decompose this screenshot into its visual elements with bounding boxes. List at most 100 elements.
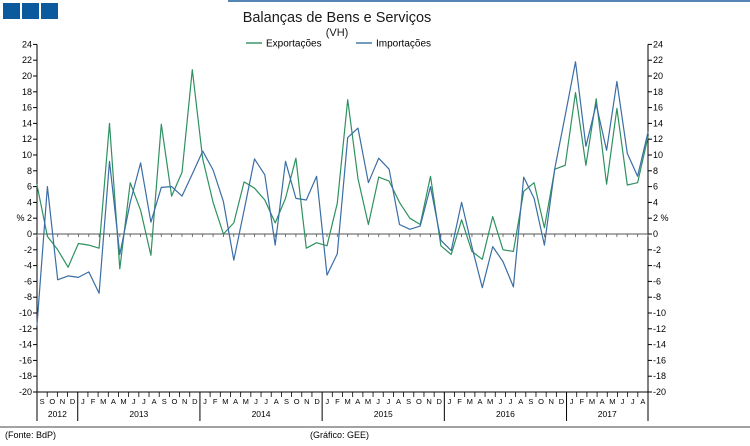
x-month-label: J xyxy=(621,397,625,406)
x-month-label: J xyxy=(325,397,329,406)
x-month-label: M xyxy=(467,397,473,406)
y-tick-label-left: 18 xyxy=(22,87,32,97)
y-tick-label-right: 2 % xyxy=(653,213,669,223)
legend-label-exportacoes: Exportações xyxy=(266,39,322,50)
y-tick-label-right: 10 xyxy=(653,150,663,160)
x-month-label: J xyxy=(203,397,207,406)
y-tick-label-left: 10 xyxy=(22,150,32,160)
x-month-label: J xyxy=(509,397,513,406)
x-month-label: J xyxy=(570,397,574,406)
x-month-label: N xyxy=(426,397,431,406)
y-tick-label-right: -18 xyxy=(653,371,666,381)
x-year-label: 2016 xyxy=(496,409,515,419)
x-month-label: D xyxy=(314,397,320,406)
x-month-label: J xyxy=(132,397,136,406)
y-tick-label-left: -14 xyxy=(19,340,32,350)
x-month-label: A xyxy=(274,397,279,406)
y-tick-label-right: 20 xyxy=(653,71,663,81)
y-tick-label-left: 4 xyxy=(27,197,32,207)
y-tick-label-right: 14 xyxy=(653,118,663,128)
x-month-label: J xyxy=(81,397,85,406)
x-month-label: J xyxy=(631,397,635,406)
x-month-label: A xyxy=(396,397,401,406)
y-tick-label-right: 8 xyxy=(653,166,658,176)
x-month-label: J xyxy=(264,397,268,406)
x-month-label: A xyxy=(600,397,605,406)
y-tick-label-left: -4 xyxy=(24,261,32,271)
x-month-label: A xyxy=(152,397,157,406)
y-tick-label-left: 8 xyxy=(27,166,32,176)
x-month-label: S xyxy=(528,397,533,406)
y-tick-label-left: 22 xyxy=(22,55,32,65)
x-month-label: N xyxy=(182,397,187,406)
y-tick-label-right: -2 xyxy=(653,245,661,255)
x-month-label: J xyxy=(142,397,146,406)
x-month-label: O xyxy=(416,397,422,406)
y-tick-label-right: -10 xyxy=(653,308,666,318)
x-month-label: O xyxy=(294,397,300,406)
x-month-label: J xyxy=(376,397,380,406)
x-month-label: S xyxy=(40,397,45,406)
x-month-label: F xyxy=(213,397,218,406)
y-tick-label-right: -4 xyxy=(653,261,661,271)
x-month-label: M xyxy=(120,397,126,406)
x-month-label: A xyxy=(518,397,523,406)
y-tick-label-left: % 2 xyxy=(16,213,32,223)
x-month-label: F xyxy=(91,397,96,406)
y-tick-label-right: -6 xyxy=(653,276,661,286)
x-year-label: 2014 xyxy=(252,409,271,419)
x-month-label: A xyxy=(477,397,482,406)
x-year-label: 2017 xyxy=(598,409,617,419)
y-tick-label-left: -10 xyxy=(19,308,32,318)
y-tick-label-right: -14 xyxy=(653,340,666,350)
x-month-label: M xyxy=(100,397,106,406)
x-month-label: N xyxy=(549,397,554,406)
x-month-label: D xyxy=(559,397,565,406)
x-month-label: S xyxy=(162,397,167,406)
x-month-label: M xyxy=(487,397,493,406)
y-tick-label-right: 4 xyxy=(653,197,658,207)
y-tick-label-left: -2 xyxy=(24,245,32,255)
x-month-label: M xyxy=(222,397,228,406)
y-tick-label-right: 18 xyxy=(653,87,663,97)
x-month-label: F xyxy=(335,397,340,406)
x-month-label: A xyxy=(640,397,645,406)
y-tick-label-right: 0 xyxy=(653,229,658,239)
x-month-label: D xyxy=(437,397,443,406)
y-tick-label-left: 16 xyxy=(22,103,32,113)
x-month-label: M xyxy=(243,397,249,406)
x-month-label: M xyxy=(609,397,615,406)
y-tick-label-right: 22 xyxy=(653,55,663,65)
x-month-label: D xyxy=(70,397,76,406)
y-tick-label-left: -12 xyxy=(19,324,32,334)
y-tick-label-right: 6 xyxy=(653,182,658,192)
y-tick-label-left: -8 xyxy=(24,292,32,302)
y-tick-label-right: -20 xyxy=(653,387,666,397)
x-month-label: N xyxy=(304,397,309,406)
y-tick-label-left: 14 xyxy=(22,118,32,128)
y-tick-label-left: 0 xyxy=(27,229,32,239)
series-layer xyxy=(36,61,649,326)
y-tick-label-right: -12 xyxy=(653,324,666,334)
x-month-label: M xyxy=(589,397,595,406)
series-line-exportacoes xyxy=(36,69,649,270)
x-month-label: A xyxy=(111,397,116,406)
y-tick-label-right: -8 xyxy=(653,292,661,302)
y-tick-label-right: 16 xyxy=(653,103,663,113)
x-month-label: S xyxy=(284,397,289,406)
chart-subtitle: (VH) xyxy=(326,27,349,39)
x-month-label: N xyxy=(60,397,65,406)
y-tick-label-left: 12 xyxy=(22,134,32,144)
y-tick-label-right: 12 xyxy=(653,134,663,144)
y-tick-label-left: -6 xyxy=(24,276,32,286)
x-month-label: J xyxy=(448,397,452,406)
x-year-label: 2012 xyxy=(48,409,67,419)
footer-credit: (Gráfico: GEE) xyxy=(310,430,369,440)
x-year-label: 2015 xyxy=(374,409,393,419)
x-month-label: J xyxy=(498,397,502,406)
x-month-label: A xyxy=(233,397,238,406)
footer-source: (Fonte: BdP) xyxy=(5,430,56,440)
y-tick-label-left: 20 xyxy=(22,71,32,81)
